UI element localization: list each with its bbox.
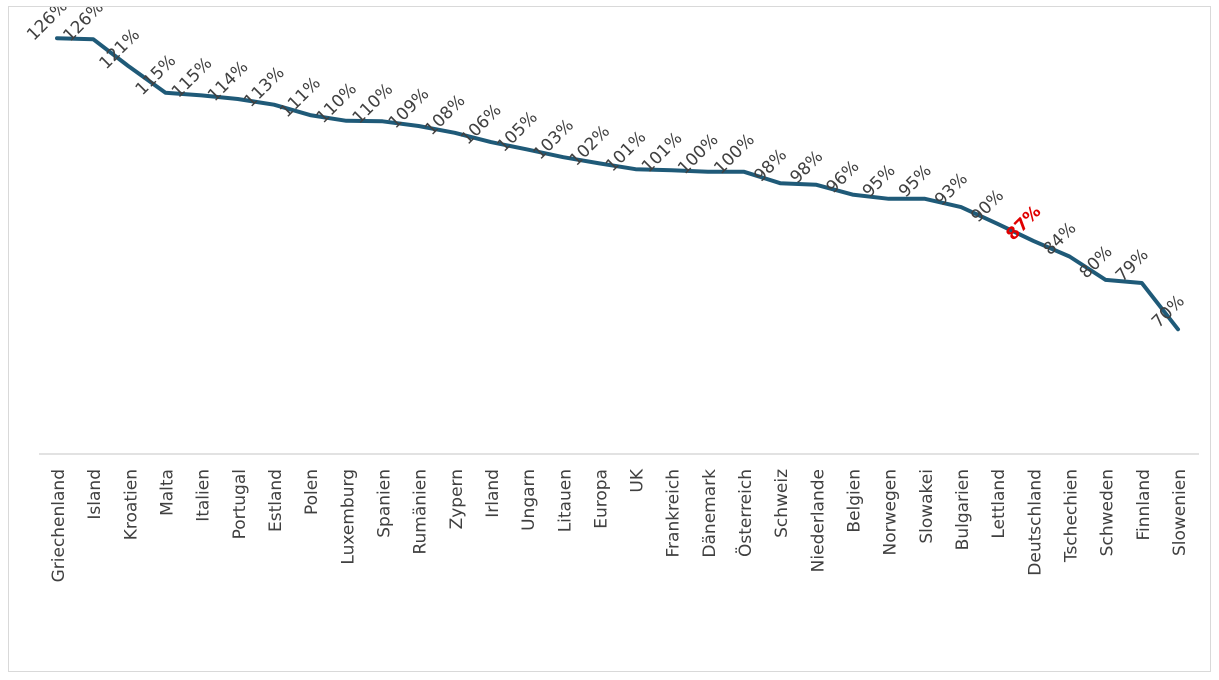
- data-label: 80%: [1076, 242, 1117, 283]
- category-tick-label: Schweiz: [772, 469, 792, 538]
- category-tick-label: Slowenien: [1170, 469, 1190, 556]
- chart-frame: 126% 126% 121% 115% 115% 114% 113% 111% 110% 110%…: [8, 6, 1211, 672]
- category-tick-label: Spanien: [374, 469, 394, 538]
- category-tick-label: Polen: [302, 469, 322, 515]
- category-tick-label: Ungarn: [519, 469, 539, 531]
- category-tick-label: Slowakei: [917, 469, 937, 544]
- category-tick-label: Zypern: [447, 469, 467, 529]
- series-line-layer: [55, 36, 1180, 332]
- category-tick-label: Lettland: [989, 469, 1009, 539]
- category-tick-label: Finnland: [1134, 469, 1154, 541]
- category-tick-label: Frankreich: [664, 469, 684, 558]
- category-tick-label: Estland: [266, 469, 286, 532]
- data-label: 95%: [895, 161, 936, 202]
- category-tick-label: Malta: [157, 469, 177, 516]
- category-tick-label: Norwegen: [881, 469, 901, 556]
- category-tick-label: Bulgarien: [953, 469, 973, 550]
- category-tick-label: Tschechien: [1062, 469, 1082, 563]
- data-label-layer: 126%126%121%115%115%114%113%111%110%110%…: [23, 7, 1189, 332]
- category-tick-label: Belgien: [845, 469, 865, 533]
- category-label-layer: Griechenland Island Kroatien Malta Italien Po…: [49, 468, 1190, 582]
- category-tick-label: Island: [85, 469, 105, 520]
- category-tick-label: Deutschland: [1025, 469, 1045, 576]
- category-tick-label: Europa: [591, 469, 611, 529]
- category-tick-label: Griechenland: [49, 469, 69, 582]
- category-tick-label: Dänemark: [700, 469, 720, 558]
- category-tick-label: Luxemburg: [338, 469, 358, 565]
- line-chart: 126%126%121%115%115%114%113%111%110%110%…: [23, 7, 1199, 582]
- category-tick-label: Irland: [483, 469, 503, 518]
- category-tick-label: Litauen: [555, 469, 575, 532]
- category-tick-label: UK: [628, 468, 648, 492]
- data-label: 98%: [786, 147, 827, 188]
- category-tick-label: Rumänien: [411, 469, 431, 555]
- category-tick-label: Kroatien: [121, 469, 141, 540]
- data-label: 121%: [96, 25, 145, 74]
- category-tick-label: Portugal: [230, 469, 250, 539]
- category-tick-label: Österreich: [734, 469, 756, 557]
- category-tick-label: Italien: [194, 469, 214, 522]
- category-tick-label: Schweden: [1098, 469, 1118, 556]
- series-line: [55, 36, 1180, 332]
- category-tick-label: Niederlande: [808, 469, 828, 572]
